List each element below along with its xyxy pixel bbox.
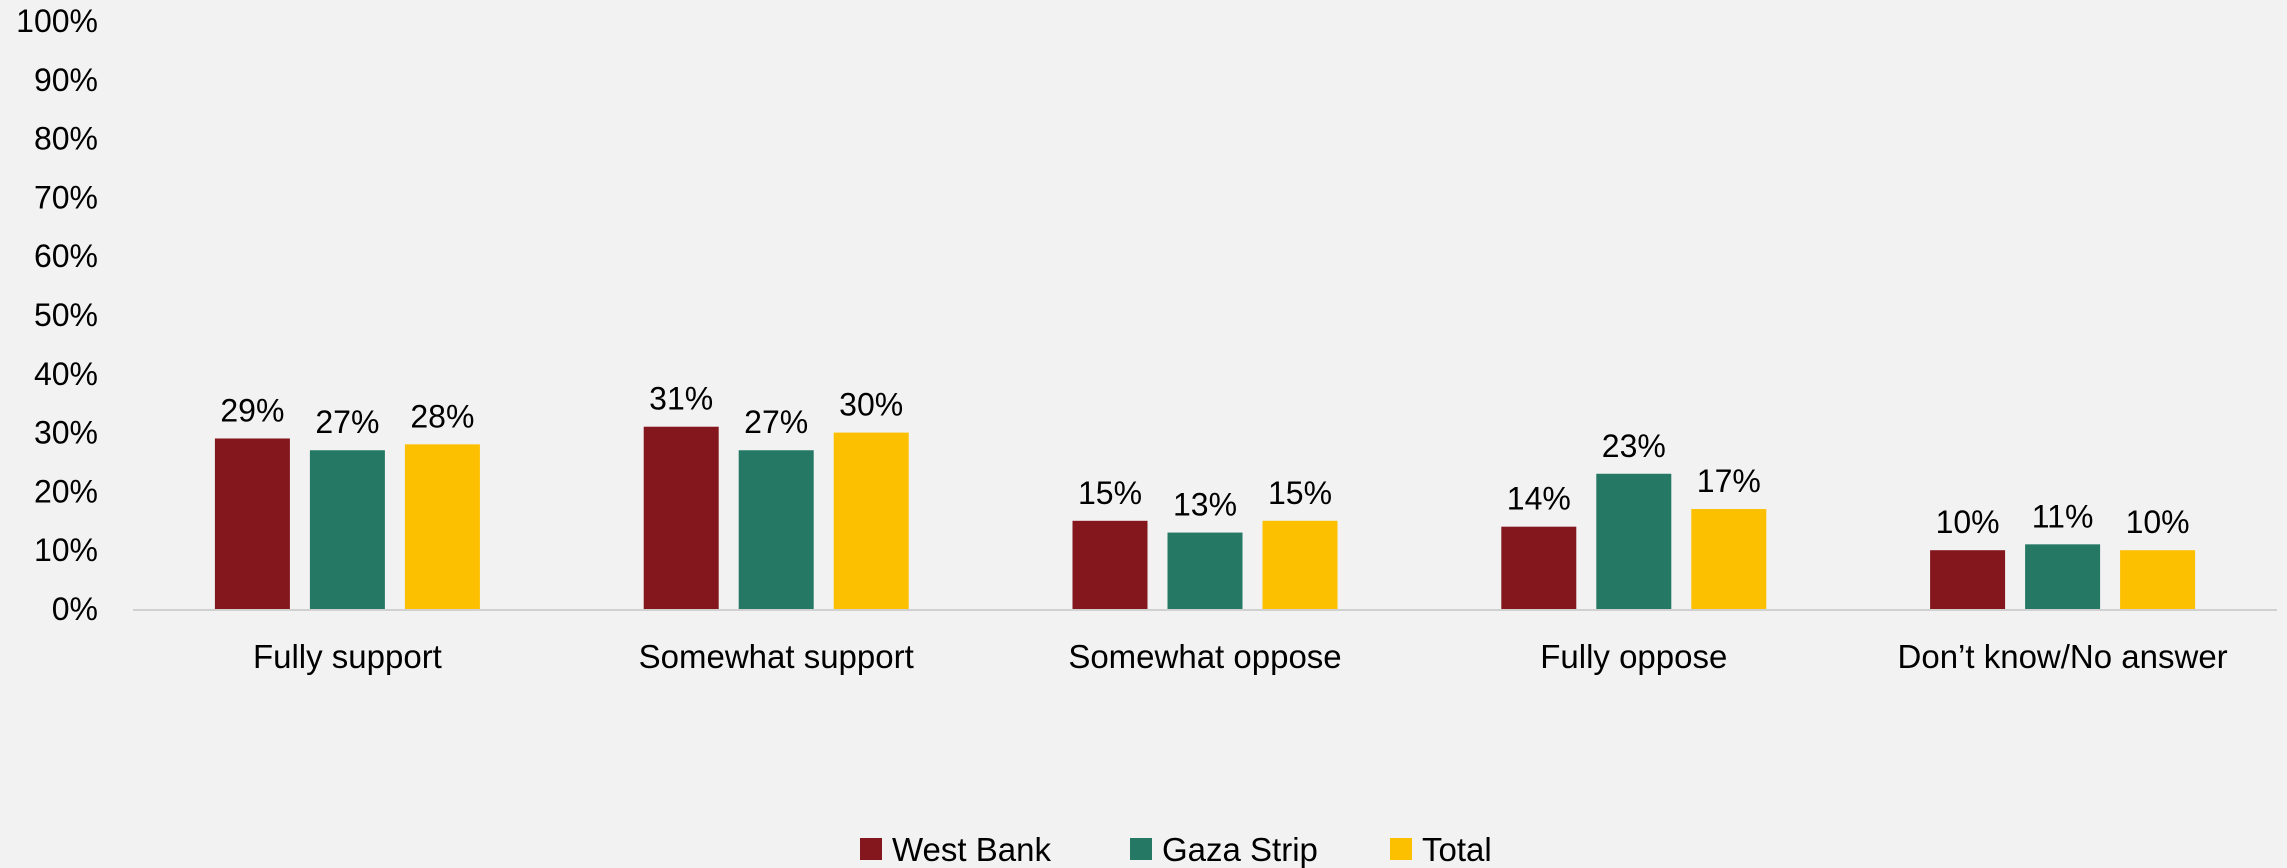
legend-swatch xyxy=(860,838,882,860)
legend-label: Total xyxy=(1422,831,1492,868)
y-tick-label: 90% xyxy=(34,62,98,98)
y-tick-label: 70% xyxy=(34,179,98,215)
y-tick-label: 20% xyxy=(34,473,98,509)
category-labels: Fully support Somewhat support Somewhat op… xyxy=(253,638,2228,675)
data-label: 10% xyxy=(1936,504,2000,540)
category-label: Don’t know/No answer xyxy=(1898,638,2228,675)
bar xyxy=(1930,550,2006,609)
y-tick-label: 80% xyxy=(34,121,98,157)
legend-swatch xyxy=(1390,838,1412,860)
bar xyxy=(2025,544,2101,609)
y-tick-label: 100% xyxy=(16,3,98,39)
category-label: Fully support xyxy=(253,638,442,675)
data-label: 23% xyxy=(1602,428,1666,464)
bar xyxy=(643,426,719,609)
data-label: 29% xyxy=(220,392,284,428)
data-label: 13% xyxy=(1173,487,1237,523)
data-label: 14% xyxy=(1507,481,1571,517)
legend-label: West Bank xyxy=(892,831,1051,868)
legend-label: Gaza Strip xyxy=(1162,831,1318,868)
bar xyxy=(833,432,909,609)
data-label: 11% xyxy=(2032,498,2094,534)
category-label: Fully oppose xyxy=(1540,638,1727,675)
data-label: 27% xyxy=(315,404,379,440)
bar xyxy=(1072,520,1148,609)
y-tick-label: 10% xyxy=(34,532,98,568)
data-label: 15% xyxy=(1078,475,1142,511)
legend-swatch xyxy=(1130,838,1152,860)
bar xyxy=(1596,473,1672,609)
data-label: 30% xyxy=(839,387,903,423)
y-axis-ticks: 0% 10% 20% 30% 40% 50% 60% 70% 80% 90% 100% xyxy=(16,3,98,627)
y-tick-label: 60% xyxy=(34,238,98,274)
bar xyxy=(1167,532,1243,609)
bars xyxy=(214,426,2196,609)
bar xyxy=(1691,509,1767,609)
y-tick-label: 0% xyxy=(52,591,98,627)
bar xyxy=(309,450,385,609)
data-label: 15% xyxy=(1268,475,1332,511)
legend: West Bank Gaza Strip Total xyxy=(860,831,1492,868)
y-tick-label: 40% xyxy=(34,356,98,392)
data-label: 28% xyxy=(410,398,474,434)
bar xyxy=(404,444,480,609)
data-label: 10% xyxy=(2126,504,2190,540)
data-label: 31% xyxy=(649,381,713,417)
bar xyxy=(1262,520,1338,609)
bar xyxy=(738,450,814,609)
category-label: Somewhat support xyxy=(639,638,914,675)
bar xyxy=(1501,526,1577,609)
y-tick-label: 50% xyxy=(34,297,98,333)
bar xyxy=(214,438,290,609)
category-label: Somewhat oppose xyxy=(1068,638,1341,675)
data-labels: 29% 27% 28% 31% 27% 30% 15% 13% 15% 14% 23% 17% 10% 1… xyxy=(220,381,2189,540)
y-tick-label: 30% xyxy=(34,415,98,451)
data-label: 27% xyxy=(744,404,808,440)
bar xyxy=(2120,550,2196,609)
data-label: 17% xyxy=(1697,463,1761,499)
